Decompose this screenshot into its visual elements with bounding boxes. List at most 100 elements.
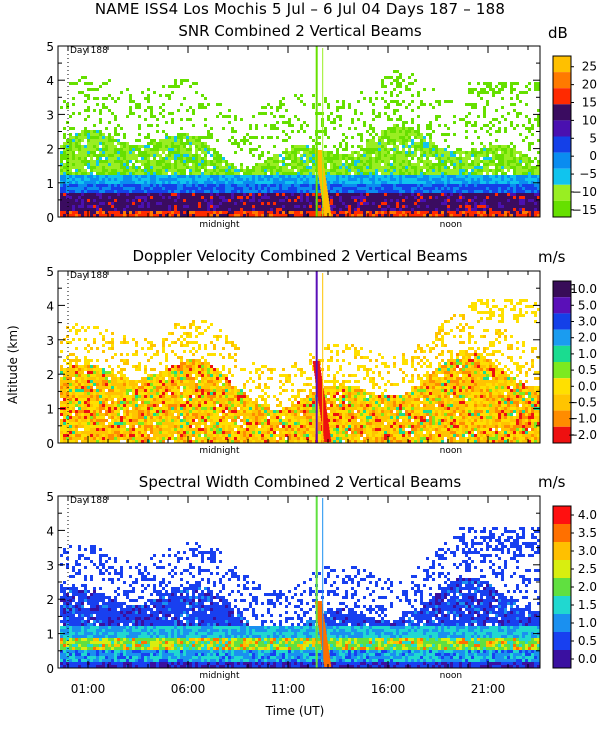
time-tick-label: 06:00 (171, 682, 206, 696)
colorbar-segment (553, 362, 571, 379)
colorbar-label: 1.0 (578, 347, 597, 361)
y-tick-label: 2 (46, 593, 54, 607)
colorbar-segment (553, 88, 571, 105)
y-tick-label: 1 (46, 628, 54, 642)
colorbar-segment (553, 281, 571, 298)
day-label: Day 188 (70, 496, 108, 506)
colorbar-label: 0 (589, 149, 597, 163)
width-unit-label: m/s (538, 473, 566, 491)
colorbar-label: 2.0 (578, 580, 597, 594)
y-tick-label: 0 (46, 662, 54, 676)
y-tick-label: 3 (46, 559, 54, 573)
colorbar-label: 0.0 (578, 652, 597, 666)
colorbar-segment (553, 394, 571, 411)
colorbar-segment (553, 578, 571, 596)
colorbar-label: 2.0 (578, 331, 597, 345)
colorbar-segment (553, 506, 571, 524)
colorbar-label: 5 (589, 131, 597, 145)
colorbar-segment (553, 378, 571, 395)
time-tick-label: 01:00 (71, 682, 106, 696)
colorbar-label: −2.0 (568, 428, 597, 442)
colorbar-label: −10 (572, 185, 597, 199)
colorbar-segment (553, 614, 571, 632)
heatmap-layer-vel (60, 299, 540, 443)
colorbar-segment (553, 426, 571, 443)
midnight-label: midnight (199, 671, 240, 681)
time-tick-label: 11:00 (271, 682, 306, 696)
colorbar-segment (553, 524, 571, 542)
colorbar-label: −0.5 (568, 396, 597, 410)
colorbar-segment (553, 104, 571, 121)
snr-unit-label: dB (548, 24, 568, 42)
colorbar-segment (553, 329, 571, 346)
y-tick-label: 4 (46, 74, 54, 88)
colorbar-label: 10.0 (570, 282, 597, 296)
y-tick-label: 3 (46, 334, 54, 348)
colorbar-label: 3.0 (578, 315, 597, 329)
y-tick-label: 1 (46, 177, 54, 191)
colorbar-label: 3.5 (578, 526, 597, 540)
colorbar-segment (553, 184, 571, 201)
noon-label: noon (440, 446, 462, 456)
time-tick-label: 16:00 (371, 682, 406, 696)
colorbar-segment (553, 313, 571, 330)
colorbar-frame (552, 280, 572, 444)
midnight-label: midnight (199, 446, 240, 456)
y-tick-label: 2 (46, 368, 54, 382)
heatmap-layer-sw (60, 527, 540, 668)
colorbar-label: 1.5 (578, 598, 597, 612)
y-tick-label: 3 (46, 108, 54, 122)
y-tick-label: 1 (46, 403, 54, 417)
heatmap-layer-snr (60, 70, 540, 217)
colorbar-label: 0.0 (578, 379, 597, 393)
y-tick-label: 4 (46, 299, 54, 313)
y-tick-label: 2 (46, 143, 54, 157)
colorbar-label: 4.0 (578, 508, 597, 522)
time-axis-label: Time (UT) (265, 704, 325, 718)
colorbar-label: 10 (582, 113, 597, 127)
colorbar-segment (553, 410, 571, 427)
colorbar-label: −1.0 (568, 412, 597, 426)
colorbar-label: 3.0 (578, 544, 597, 558)
colorbar-segment (553, 345, 571, 362)
colorbar-label: −15 (572, 203, 597, 217)
colorbar-label: 5.0 (578, 298, 597, 312)
colorbar-label: −5 (579, 167, 597, 181)
colorbar-label: 15 (582, 96, 597, 110)
midnight-label: midnight (199, 220, 240, 230)
y-tick-label: 5 (46, 40, 54, 54)
colorbar-label: 1.0 (578, 616, 597, 630)
velocity-unit-label: m/s (538, 248, 566, 266)
colorbar-segment (553, 297, 571, 314)
time-tick-label: 21:00 (471, 682, 506, 696)
colorbar-label: 0.5 (578, 634, 597, 648)
y-tick-label: 0 (46, 437, 54, 451)
colorbar-label: 0.5 (578, 363, 597, 377)
colorbar-frame (552, 55, 572, 218)
colorbar-segment (553, 596, 571, 614)
day-label: Day 188 (70, 46, 108, 56)
noon-label: noon (440, 671, 462, 681)
snr-panel-title: SNR Combined 2 Vertical Beams (178, 22, 422, 40)
colorbar-label: 2.5 (578, 562, 597, 576)
colorbar-segment (553, 560, 571, 578)
colorbar-segment (553, 120, 571, 137)
colorbar-label: 25 (582, 60, 597, 74)
colorbar-segment (553, 56, 571, 73)
width-panel-title: Spectral Width Combined 2 Vertical Beams (138, 473, 462, 491)
colorbar-segment (553, 152, 571, 169)
y-tick-label: 5 (46, 265, 54, 279)
colorbar-segment (553, 650, 571, 668)
velocity-panel-title: Doppler Velocity Combined 2 Vertical Bea… (132, 247, 468, 265)
colorbar-segment (553, 136, 571, 153)
y-tick-label: 0 (46, 211, 54, 225)
main-title: NAME ISS4 Los Mochis 5 Jul – 6 Jul 04 Da… (94, 0, 506, 18)
y-tick-label: 5 (46, 490, 54, 504)
y-tick-label: 4 (46, 524, 54, 538)
colorbar-segment (553, 72, 571, 89)
colorbar-label: 20 (582, 78, 597, 92)
noon-label: noon (440, 220, 462, 230)
colorbar-segment (553, 200, 571, 217)
colorbar-segment (553, 542, 571, 560)
